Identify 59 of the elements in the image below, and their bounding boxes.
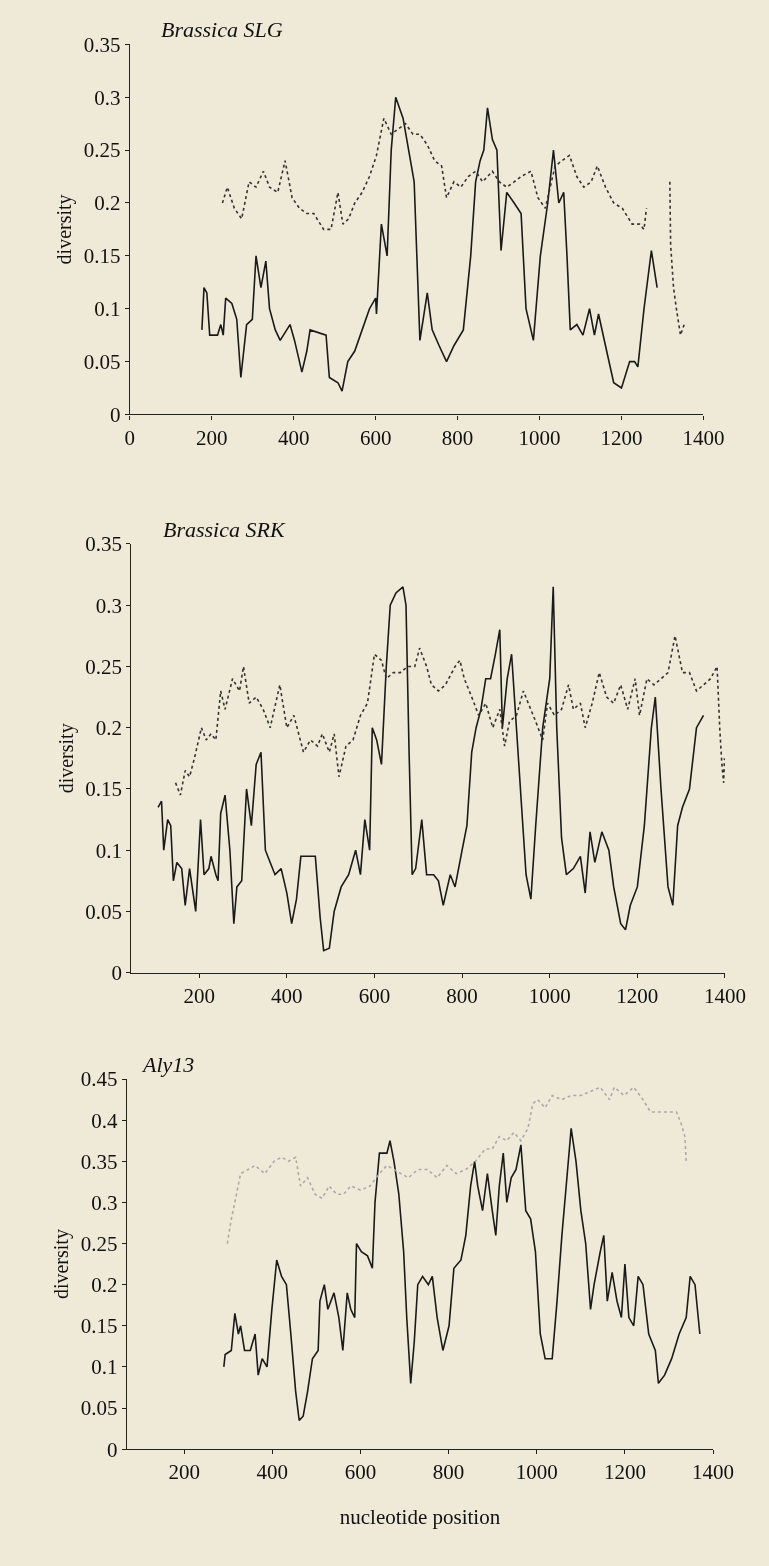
y-tick-label: 0.25 — [83, 138, 121, 163]
chart-title: Brassica SLG — [161, 17, 283, 42]
line-series — [201, 96, 658, 392]
x-tick-label: 600 — [344, 1460, 377, 1485]
x-tick-label: 1200 — [616, 983, 659, 1008]
y-tick-label: 0.1 — [94, 297, 121, 322]
x-tick-label: 600 — [359, 425, 392, 450]
x-tick-label: 200 — [183, 983, 215, 1008]
x-tick-label: 1400 — [703, 983, 746, 1008]
x-tick-label: 800 — [446, 983, 478, 1008]
y-tick-label: 0.15 — [83, 244, 121, 269]
x-tick-label: 1000 — [515, 1460, 558, 1485]
x-tick-label: 1200 — [603, 1460, 646, 1485]
x-tick-label: 1000 — [518, 425, 561, 450]
x-tick-label: 1400 — [682, 425, 725, 450]
y-axis-title: diversity — [54, 723, 78, 794]
x-tick-label: 200 — [196, 425, 228, 450]
y-tick-label: 0.35 — [80, 1149, 118, 1174]
y-tick-label: 0 — [107, 1437, 118, 1462]
y-axis-title: diversity — [53, 194, 77, 265]
x-tick-label: 800 — [432, 1460, 465, 1485]
y-tick-label: 0.3 — [95, 593, 123, 618]
y-tick-label: 0.2 — [94, 191, 121, 216]
y-tick-label: 0.05 — [80, 1396, 118, 1421]
y-tick-label: 0.4 — [91, 1108, 119, 1133]
x-tick-label: 400 — [277, 425, 310, 450]
line-series — [223, 1127, 701, 1422]
x-tick-label: 400 — [256, 1460, 289, 1485]
x-tick-label: 1000 — [528, 983, 571, 1008]
chart-title: Aly13 — [141, 1052, 195, 1077]
y-tick-label: 0 — [111, 961, 123, 986]
y-tick-label: 0.05 — [83, 349, 121, 374]
line-series — [157, 586, 705, 952]
line-series — [226, 1086, 687, 1245]
y-tick-label: 0.3 — [91, 1190, 118, 1215]
y-tick-label: 0.1 — [95, 838, 123, 863]
y-tick-label: 0.15 — [80, 1314, 118, 1339]
x-tick-label: 600 — [358, 983, 391, 1008]
y-tick-label: 0.2 — [95, 716, 123, 741]
x-tick-label: 400 — [271, 983, 303, 1008]
line-series — [174, 635, 725, 796]
x-tick-label: 800 — [441, 425, 474, 450]
x-tick-label: 1400 — [692, 1460, 735, 1485]
y-tick-label: 0.35 — [85, 532, 123, 557]
y-tick-label: 0 — [110, 402, 121, 427]
y-tick-label: 0.2 — [91, 1273, 118, 1298]
y-tick-label: 0.15 — [85, 777, 123, 802]
y-tick-label: 0.3 — [94, 85, 121, 110]
y-tick-label: 0.25 — [85, 654, 123, 679]
x-tick-label: 200 — [168, 1460, 200, 1485]
y-tick-label: 0.35 — [83, 32, 121, 57]
x-tick-label: 1200 — [600, 425, 643, 450]
x-axis-title: nucleotide position — [339, 1504, 501, 1529]
y-tick-label: 0.1 — [91, 1355, 118, 1380]
y-tick-label: 0.45 — [80, 1067, 118, 1092]
chart-title: Brassica SRK — [163, 517, 286, 542]
y-axis-title: diversity — [50, 1229, 74, 1300]
y-tick-label: 0.05 — [85, 899, 123, 924]
y-tick-label: 0.25 — [80, 1231, 118, 1256]
